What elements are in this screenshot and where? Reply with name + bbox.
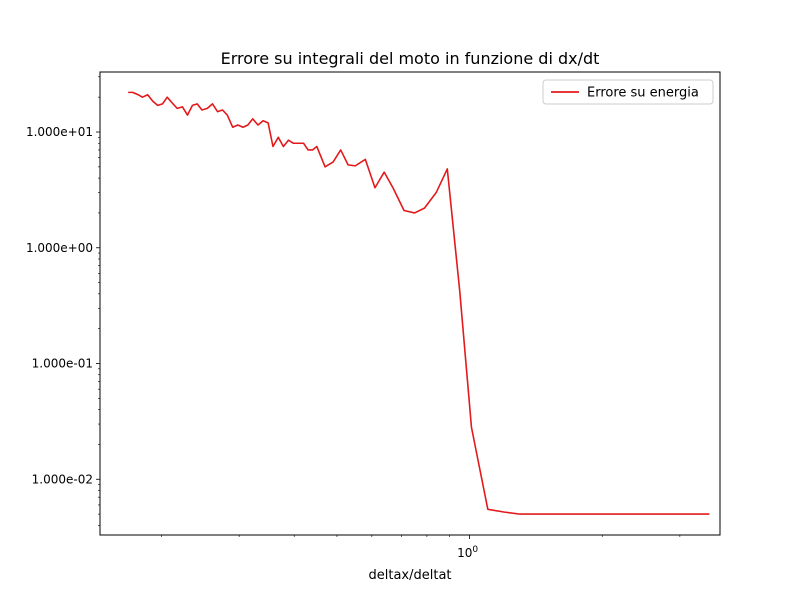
y-tick-label: 1.000e+01 (26, 125, 93, 139)
series-line-1 (128, 91, 710, 515)
legend-label: Errore su energia (587, 86, 699, 101)
y-tick-label: 1.000e-01 (32, 357, 93, 371)
chart-title: Errore su integrali del moto in funzione… (221, 49, 600, 68)
x-tick-label: 100 (457, 545, 478, 560)
legend-box (542, 79, 714, 105)
y-tick-label: 1.000e-02 (32, 472, 93, 486)
x-axis-label: deltax/deltat (368, 568, 451, 583)
axes-frame (99, 71, 721, 536)
y-tick-label: 1.000e+00 (26, 241, 93, 255)
plot-area: 1.000e-02 1.000e-01 1.000e+00 1.000e+01 100 E… (26, 71, 721, 560)
